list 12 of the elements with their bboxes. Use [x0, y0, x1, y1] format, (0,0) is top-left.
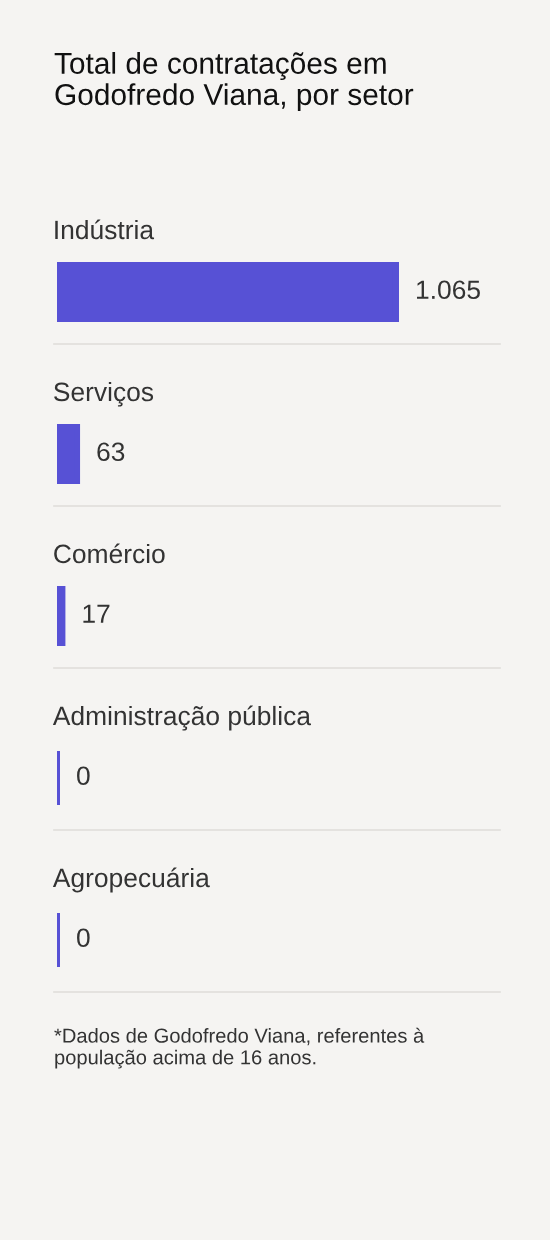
- data-label: 0: [77, 766, 90, 786]
- y-tick-label: Serviços: [54, 381, 154, 407]
- data-label: 1.065: [417, 280, 480, 300]
- annotation: *Dados de Godofredo Viana, referentes à população acima de 16 anos.: [54, 1027, 425, 1069]
- data-label: 0: [77, 928, 90, 948]
- y-tick-label: Indústria: [55, 219, 155, 240]
- data-label: 17: [83, 604, 110, 623]
- data-label: 63: [97, 442, 125, 462]
- y-tick-label: Comércio: [54, 543, 165, 564]
- y-tick-label: Administração pública: [52, 705, 311, 731]
- y-tick-label: Agropecuária: [52, 867, 210, 893]
- chart-title: Total de contratações em Godofredo Viana, por setor: [54, 52, 414, 112]
